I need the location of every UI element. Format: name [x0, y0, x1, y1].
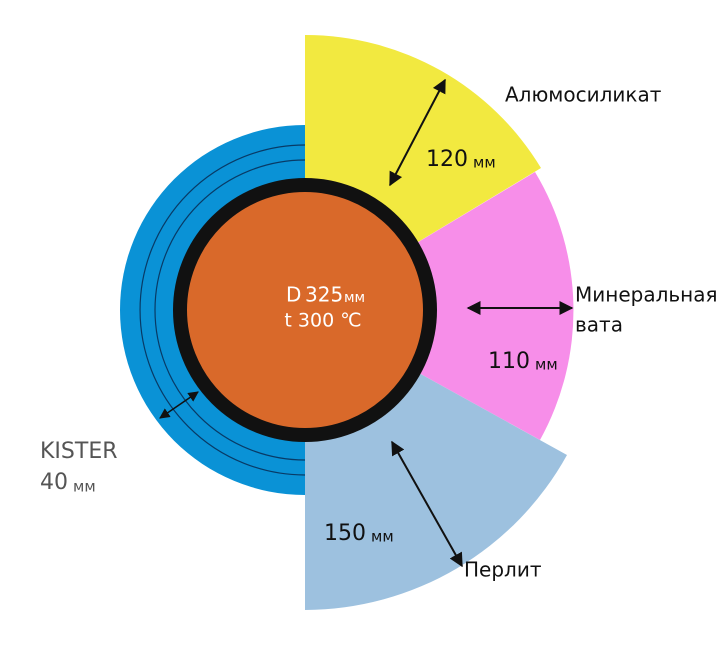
layer-name: Минеральная — [575, 283, 718, 307]
kister-line — [139, 144, 306, 476]
kister-line — [154, 159, 306, 461]
center-diameter: 325 — [305, 283, 343, 307]
layer-unit: мм — [535, 356, 558, 374]
pipe — [173, 178, 437, 442]
center-d: D — [286, 283, 301, 307]
layer-name: KISTER — [40, 439, 118, 464]
center-unit: мм — [344, 290, 365, 306]
layer-name: вата — [575, 313, 623, 337]
center-temperature: t 300 ℃ — [284, 310, 361, 332]
layer-thickness: 110 — [488, 349, 530, 374]
mineral-wool-sector — [305, 172, 574, 440]
layer-unit: мм — [371, 528, 394, 546]
layer-unit: мм — [73, 478, 96, 496]
layer-name: Алюмосиликат — [505, 83, 662, 107]
layer-thickness: 120 — [426, 147, 468, 172]
thickness-arrow — [391, 440, 463, 568]
layer-thickness: 40 — [40, 470, 68, 495]
layer-unit: мм — [473, 154, 496, 172]
layer-thickness: 150 — [324, 521, 366, 546]
thickness-arrow — [159, 391, 199, 419]
thickness-arrow — [389, 78, 446, 187]
layer-name: Перлит — [464, 558, 542, 582]
